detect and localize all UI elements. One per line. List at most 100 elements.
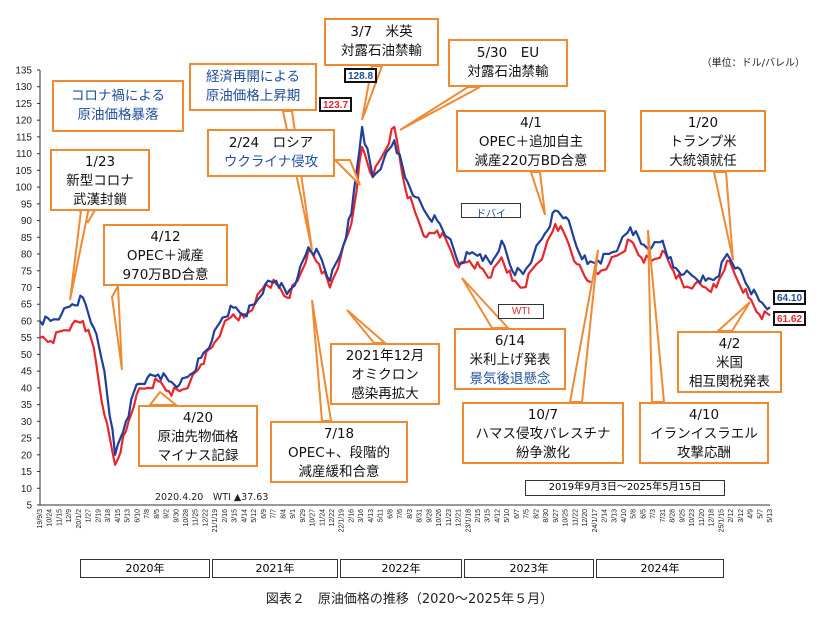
year-2022: 2022年 xyxy=(340,559,462,578)
x-tick-label: 8/28 xyxy=(670,509,677,523)
callout-eu-embargo: 5/30 EU 対露石油禁輸 xyxy=(448,39,568,87)
y-tick-label: 120 xyxy=(15,116,32,127)
x-tick-label: 11/20 xyxy=(699,509,706,526)
x-tick-label: 21/1/19 xyxy=(212,509,219,532)
x-tick-label: 11/23 xyxy=(446,509,453,526)
end-dubai-label: 64.10 xyxy=(773,290,806,305)
x-tick-label: 11/25 xyxy=(193,509,200,526)
x-tick-label: 8/2 xyxy=(533,509,540,519)
x-tick-label: 8/31 xyxy=(417,509,424,523)
x-tick-label: 12/22 xyxy=(202,509,209,527)
y-tick-label: 80 xyxy=(21,250,33,261)
x-tick-label: 3/15 xyxy=(232,509,239,523)
y-tick-label: 85 xyxy=(21,233,33,244)
x-tick-label: 2/16 xyxy=(348,509,355,523)
x-tick-label: 5/10 xyxy=(504,509,511,523)
x-tick-label: 2/16 xyxy=(222,509,229,523)
x-tick-label: 8/30 xyxy=(543,509,550,523)
x-tick-label: 11/22 xyxy=(572,509,579,526)
x-tick-label: 4/15 xyxy=(115,509,122,523)
x-tick-label: 5/13 xyxy=(125,509,132,523)
callout-opec-voluntary-cut: 4/1 OPEC＋追加自主 減産220万BD合意 xyxy=(456,110,606,172)
y-tick-label: 50 xyxy=(21,350,33,361)
callout-hamas-attack: 10/7 ハマス侵攻パレスチナ 紛争激化 xyxy=(462,402,624,464)
x-tick-label: 2/15 xyxy=(475,509,482,523)
y-tick-label: 55 xyxy=(21,333,33,344)
x-axis: 19/9/3 10/24 11/15 12/9 20/1/2 1/27 2/19 3/18 4/… xyxy=(37,509,774,532)
x-tick-label: 2/19 xyxy=(95,509,102,523)
callout-pointer xyxy=(712,171,734,261)
year-2024: 2024年 xyxy=(596,559,724,578)
x-tick-label: 6/5 xyxy=(640,509,647,519)
x-tick-label: 7/3 xyxy=(650,509,657,519)
callout-ukraine-invasion: 2/24 ロシア ウクライナ侵攻 xyxy=(207,129,335,177)
y-tick-label: 60 xyxy=(21,316,33,327)
x-tick-label: 5/13 xyxy=(767,509,774,523)
x-tick-label: 10/26 xyxy=(436,509,443,527)
x-tick-label: 12/20 xyxy=(582,509,589,527)
y-tick-label: 10 xyxy=(21,484,33,495)
x-tick-label: 2/12 xyxy=(728,509,735,523)
x-tick-label: 7/8 xyxy=(144,509,151,519)
x-tick-label: 12/18 xyxy=(709,509,716,527)
x-tick-label: 4/13 xyxy=(368,509,375,523)
x-tick-label: 7/31 xyxy=(660,509,667,523)
x-tick-label: 11/15 xyxy=(56,509,63,526)
callout-wuhan-lockdown: 1/23 新型コロナ 武漢封鎖 xyxy=(50,149,150,211)
x-tick-label: 5/8 xyxy=(631,509,638,519)
callout-covid-crash: コロナ禍による 原油価格暴落 xyxy=(52,80,184,132)
callout-pointer xyxy=(461,277,511,329)
y-tick-label: 130 xyxy=(15,82,32,93)
x-tick-label: 3/16 xyxy=(358,509,365,523)
callout-pointer xyxy=(332,159,361,186)
y-tick-label: 25 xyxy=(21,434,33,445)
x-tick-label: 10/25 xyxy=(563,509,570,527)
x-tick-label: 8/5 xyxy=(154,509,161,519)
y-axis: 5 10 15 20 25 30 35 40 45 50 55 60 65 70 75 80 85 90 95 100… xyxy=(15,66,770,512)
x-tick-label: 10/28 xyxy=(183,509,190,527)
x-tick-label: 9/25 xyxy=(679,509,686,523)
y-tick-label: 40 xyxy=(21,383,33,394)
callout-pointer xyxy=(361,65,384,121)
callout-negative-price: 4/20 原油先物価格 マイナス記録 xyxy=(138,405,258,467)
x-tick-label: 11/24 xyxy=(319,509,326,526)
peak-wti-label: 123.7 xyxy=(319,97,352,112)
x-tick-label: 3/12 xyxy=(738,509,745,523)
x-tick-label: 10/24 xyxy=(47,509,54,527)
y-tick-label: 70 xyxy=(21,283,33,294)
x-tick-label: 10/27 xyxy=(310,509,317,527)
x-tick-label: 12/9 xyxy=(66,509,73,523)
x-tick-label: 9/28 xyxy=(426,509,433,523)
wti-min-note: 2020.4.20 WTI ▲37.63 xyxy=(155,492,269,503)
callout-iran-israel: 4/10 イランイスラエル 攻撃応酬 xyxy=(639,402,769,464)
callout-trump-inauguration: 1/20 トランプ米 大統領就任 xyxy=(640,110,766,172)
y-tick-label: 135 xyxy=(15,66,32,77)
x-tick-label: 12/22 xyxy=(329,509,336,527)
y-tick-label: 115 xyxy=(16,132,32,143)
legend-dubai: ドバイ xyxy=(461,203,521,220)
callout-opec-cut-9.7m: 4/12 OPEC＋減産 970万BD合意 xyxy=(103,224,228,286)
x-tick-label: 6/8 xyxy=(387,509,394,519)
x-tick-label: 7/6 xyxy=(397,509,404,519)
y-tick-label: 95 xyxy=(21,199,33,210)
y-tick-label: 110 xyxy=(16,149,32,160)
callout-reciprocal-tariffs: 4/2 米国 相互関税発表 xyxy=(677,331,782,393)
x-tick-label: 22/1/19 xyxy=(339,509,346,532)
x-tick-label: 9/30 xyxy=(173,509,180,523)
callout-pointer xyxy=(110,282,123,371)
y-tick-label: 5 xyxy=(26,501,32,512)
callout-rate-hike: 6/14 米利上げ発表 景気後退懸念 xyxy=(454,328,566,390)
x-tick-label: 6/10 xyxy=(134,509,141,523)
callout-pointer xyxy=(529,171,546,216)
x-tick-label: 20/1/2 xyxy=(76,509,83,529)
y-tick-label: 30 xyxy=(21,417,33,428)
x-tick-label: 5/12 xyxy=(251,509,258,523)
x-tick-label: 9/27 xyxy=(553,509,560,523)
x-tick-label: 2/14 xyxy=(602,509,609,523)
y-tick-label: 45 xyxy=(21,367,33,378)
y-tick-label: 125 xyxy=(15,99,32,110)
x-tick-label: 5/11 xyxy=(378,509,385,522)
x-tick-label: 4/9 xyxy=(748,509,755,519)
x-tick-label: 8/4 xyxy=(280,509,287,519)
year-2021: 2021年 xyxy=(212,559,338,578)
